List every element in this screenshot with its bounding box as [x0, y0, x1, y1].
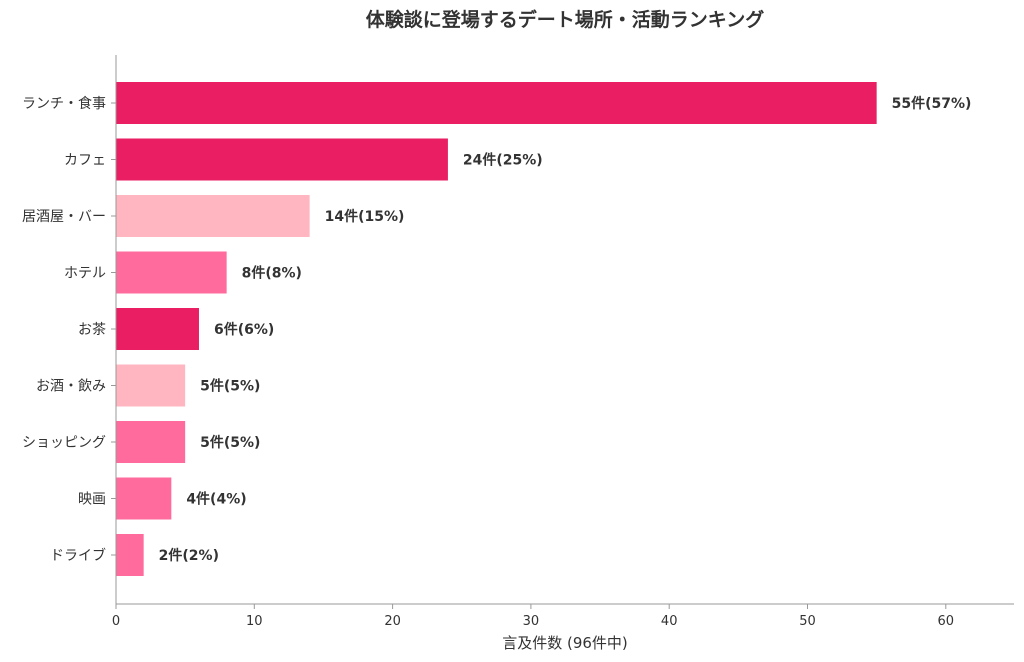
- bar-0: [116, 82, 877, 124]
- data-label-0: 55件(57%): [892, 95, 972, 112]
- category-label-8: ドライブ: [50, 547, 106, 564]
- x-tick-label-3: 30: [523, 614, 540, 629]
- category-label-4: お茶: [78, 322, 106, 338]
- data-label-6: 5件(5%): [200, 434, 260, 451]
- x-axis-label: 言及件数 (96件中): [502, 634, 628, 652]
- bar-7: [116, 477, 172, 520]
- data-label-3: 8件(8%): [242, 265, 302, 282]
- bar-5: [116, 364, 186, 407]
- category-label-3: ホテル: [64, 266, 106, 282]
- category-label-0: ランチ・食事: [22, 95, 106, 112]
- data-label-7: 4件(4%): [186, 491, 246, 508]
- bar-1: [116, 138, 448, 181]
- x-tick-label-5: 50: [799, 614, 816, 629]
- category-label-2: 居酒屋・バー: [22, 209, 106, 225]
- data-label-1: 24件(25%): [463, 152, 543, 169]
- bars-group: ランチ・食事 55件(57%) カフェ 24件(25%) 居酒屋・バー 14件(15%) ホ…: [22, 82, 971, 576]
- bar-3: [116, 251, 227, 294]
- data-label-2: 14件(15%): [325, 208, 405, 225]
- category-label-5: お酒・飲み: [36, 379, 106, 395]
- bar-8: [116, 534, 144, 576]
- data-label-4: 6件(6%): [214, 321, 274, 338]
- category-label-6: ショッピング: [22, 435, 106, 451]
- data-label-8: 2件(2%): [159, 547, 219, 564]
- category-label-7: 映画: [78, 492, 106, 508]
- chart-title: 体験談に登場するデート場所・活動ランキング: [366, 8, 764, 31]
- x-ticks-group: 0 10 20 30 40 50 60: [112, 604, 954, 629]
- category-label-1: カフェ: [64, 153, 106, 169]
- x-tick-label-4: 40: [661, 614, 678, 629]
- x-tick-label-1: 10: [246, 614, 263, 629]
- x-tick-label-6: 60: [938, 614, 955, 629]
- bar-6: [116, 421, 186, 463]
- data-label-5: 5件(5%): [200, 378, 260, 395]
- x-tick-label-2: 20: [384, 614, 401, 629]
- x-tick-label-0: 0: [112, 614, 120, 629]
- bar-4: [116, 308, 199, 350]
- bar-2: [116, 195, 310, 237]
